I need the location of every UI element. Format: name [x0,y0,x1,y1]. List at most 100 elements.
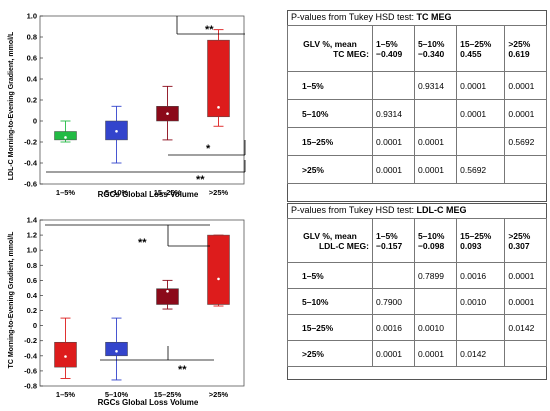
tc-pvalue-table: P-values from Tukey HSD test: TC MEG GLV… [287,10,547,184]
y-tick-label: -0.2 [24,336,37,345]
tc-row-label: 5–10% [287,99,373,128]
y-tick-label: -0.2 [24,138,37,147]
table-cell: 0.0001 [413,155,458,184]
table-cell: 0.0001 [456,71,506,100]
table-cell: 0.9314 [372,99,415,128]
ldl-significance-bracket-3: ** [46,160,246,186]
y-tick-label: 0.2 [27,306,37,315]
x-tick-label: 1–5% [56,390,76,399]
tc-x-axis-label: RGCs Global Loss Volume [98,398,199,407]
ldl-pvalue-table-frame: P-values from Tukey HSD test: LDL-C MEG … [287,203,547,380]
x-tick-label: 5–10% [105,390,129,399]
y-tick-label: -0.6 [24,366,37,375]
table-cell: 0.5692 [504,127,547,156]
y-tick-label: 0.6 [27,54,37,63]
table-cell [413,288,458,315]
tc-table-title: P-values from Tukey HSD test: TC MEG [291,12,452,22]
y-tick-label: 1.2 [27,231,37,240]
ldl-y-ticks: -0.6 -0.4 -0.2 0 0.2 0.4 0.6 0.8 1.0 [24,12,38,189]
median-dot [217,277,220,281]
box-3 [156,288,179,305]
x-tick-label: 15–25% [154,188,182,197]
table-cell: 0.0016 [456,262,506,289]
table-row: 15–25% 0.0016 0.0010 0.0142 [287,314,547,341]
ldl-header-3: 15–25% 0.093 [456,218,506,263]
tc-header-2: 5–10% −0.340 [413,25,458,72]
table-cell: 0.0001 [504,262,547,289]
table-cell: 0.0010 [456,288,506,315]
table-cell: 0.9314 [413,71,458,100]
table-row: 1–5% 0.7899 0.0016 0.0001 [287,262,547,289]
tc-table-corner: GLV %, mean TC MEG: [287,25,373,72]
x-tick-label: 15–25% [154,390,182,399]
table-cell: 0.0001 [413,127,458,156]
ldl-significance-bracket-2: * [168,140,246,156]
box-2 [105,341,128,357]
ldl-table-corner: GLV %, mean LDL-C MEG: [287,218,373,263]
table-cell: 0.0142 [504,314,547,341]
y-tick-label: 1.4 [27,216,38,225]
y-tick-label: 0.8 [27,261,37,270]
median-dot [115,349,118,353]
tc-box-chart: TC Morning-to-Evening Gradient, mmol/L R… [8,216,245,407]
ldl-grid [40,15,43,185]
box-1 [54,131,77,141]
y-tick-label: 1.0 [27,12,37,21]
table-row: 5–10% 0.9314 0.0001 0.0001 [287,99,547,128]
table-cell: 0.0001 [504,99,547,128]
y-tick-label: 0.2 [27,96,37,105]
y-tick-label: -0.4 [24,159,38,168]
ldl-row-label: 5–10% [287,288,373,315]
table-cell: 0.5692 [456,155,506,184]
table-cell: 0.0010 [413,314,458,341]
tc-row-label: 1–5% [287,71,373,100]
table-row: >25% 0.0001 0.0001 0.5692 [287,155,547,184]
table-cell: 0.0001 [372,127,415,156]
tc-header-1: 1–5% −0.409 [372,25,415,72]
median-dot [64,355,67,358]
table-row: 15–25% 0.0001 0.0001 0.5692 [287,127,547,156]
table-cell [456,314,506,341]
tc-row-label: 15–25% [287,127,373,156]
median-dot [217,106,220,109]
ldl-pvalue-table: P-values from Tukey HSD test: LDL-C MEG … [287,203,547,367]
box-4 [207,39,230,118]
table-cell: 0.0016 [372,314,415,341]
tc-significance-bracket-2: ** [100,346,214,376]
table-cell: 0.0142 [456,340,506,367]
ldl-box-chart: LDL-C Morning-to-Evening Gradient, mmol/… [8,12,246,199]
x-tick-label: 1–5% [56,188,76,197]
box-4 [207,234,230,305]
table-cell: 0.0001 [456,99,506,128]
ldl-annotation-3: ** [196,174,205,186]
ldl-header-1: 1–5% −0.157 [372,218,415,263]
table-cell [504,340,547,367]
ldl-annotation-1: ** [205,24,214,36]
table-cell: 0.7900 [372,288,415,315]
tc-annotation-2: ** [178,364,187,376]
table-cell: 0.0001 [504,71,547,100]
table-cell: 0.0001 [413,340,458,367]
table-cell [413,99,458,128]
y-tick-label: 0.4 [27,75,38,84]
table-row: >25% 0.0001 0.0001 0.0142 [287,340,547,367]
y-tick-label: -0.6 [24,180,37,189]
tc-significance-bracket-1: ** [45,224,210,249]
y-tick-label: 0.6 [27,276,37,285]
median-dot [166,112,169,115]
y-tick-label: 0 [33,117,37,126]
ldl-header-4: >25% 0.307 [504,218,547,263]
ldl-y-axis-label: LDL-C Morning-to-Evening Gradient, mmol/… [8,31,15,180]
tc-header-4: >25% 0.619 [504,25,547,72]
ldl-row-label: 15–25% [287,314,373,341]
tc-annotation-1: ** [138,237,147,249]
median-dot [166,290,169,293]
table-cell [456,127,506,156]
tc-y-axis-label: TC Morning-to-Evening Gradient, mmol/L [8,231,15,369]
box-1 [54,341,77,368]
table-cell: 0.0001 [504,288,547,315]
table-cell: 0.0001 [372,155,415,184]
x-tick-label: >25% [209,390,229,399]
table-cell [372,71,415,100]
table-cell: 0.7899 [413,262,458,289]
